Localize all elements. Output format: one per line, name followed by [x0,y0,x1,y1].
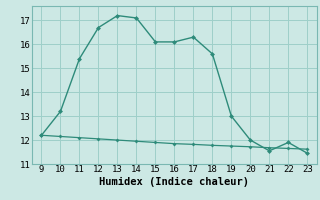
X-axis label: Humidex (Indice chaleur): Humidex (Indice chaleur) [100,177,249,187]
